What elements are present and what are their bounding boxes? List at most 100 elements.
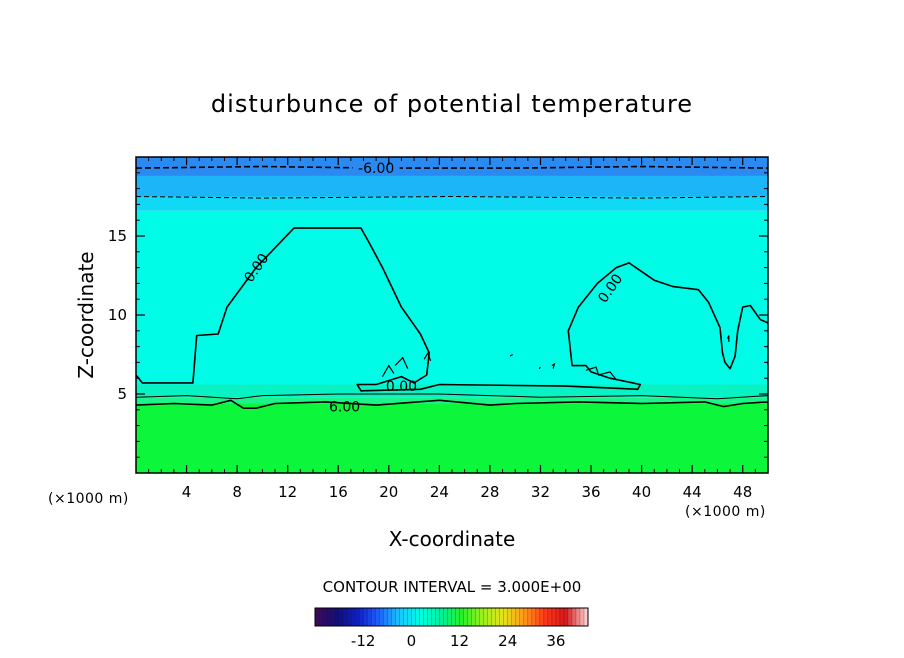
x-unit-label-right: (×1000 m) xyxy=(685,504,766,520)
colorbar-cell-24 xyxy=(411,608,416,626)
colorbar-tick-label-3: 24 xyxy=(498,632,517,650)
colorbar-cell-4 xyxy=(331,608,336,626)
colorbar-cell-26 xyxy=(419,608,424,626)
colorbar-cell-53 xyxy=(527,608,533,626)
y-tick-label-2: 15 xyxy=(108,227,127,245)
field-band-0 xyxy=(136,403,768,473)
colorbar-cell-14 xyxy=(371,608,376,626)
colorbar-cell-42 xyxy=(483,608,488,626)
x-tick-label-0: 4 xyxy=(182,483,192,501)
colorbar-cell-7 xyxy=(343,608,348,626)
contour-label-group-0: -6.00 xyxy=(352,159,400,177)
contour-line-3 xyxy=(136,165,768,169)
colorbar-cell-40 xyxy=(475,608,480,626)
colorbar-cell-11 xyxy=(359,608,364,626)
contour-cell-6 xyxy=(585,366,617,381)
colorbar-cell-38 xyxy=(467,608,472,626)
colorbar-cell-37 xyxy=(463,608,468,626)
colorbar-cell-25 xyxy=(415,608,420,626)
colorbar-cell-17 xyxy=(383,608,388,626)
colorbar-cell-22 xyxy=(403,608,408,626)
contour-cell-7 xyxy=(727,335,730,342)
colorbar-cell-51 xyxy=(519,608,525,626)
colorbar-cell-48 xyxy=(507,608,513,626)
colorbar-cell-9 xyxy=(351,608,356,626)
colorbar-cell-59 xyxy=(551,608,557,626)
colorbar-cell-62 xyxy=(563,608,569,626)
contour-label-3: 0.00 xyxy=(386,379,417,395)
colorbar-tick-labels: -12 0 12 24 36 xyxy=(351,632,566,650)
contour-cell-4 xyxy=(538,366,541,370)
colorbar-cell-5 xyxy=(335,608,340,626)
colorbar-cell-8 xyxy=(347,608,352,626)
x-tick-label-9: 40 xyxy=(632,483,651,501)
x-tick-label-4: 20 xyxy=(379,483,398,501)
colorbar-cell-49 xyxy=(511,608,517,626)
colorbar-cell-2 xyxy=(323,608,328,626)
colorbar-cell-63 xyxy=(567,608,573,626)
colorbar-cell-13 xyxy=(367,608,372,626)
colorbar-cell-28 xyxy=(427,608,432,626)
colorbar-cell-57 xyxy=(543,608,549,626)
colorbar-cell-6 xyxy=(339,608,344,626)
colorbar-cell-23 xyxy=(407,608,412,626)
colorbar-cell-67 xyxy=(583,608,589,626)
x-tick-label-11: 48 xyxy=(733,483,752,501)
contour-cell-0 xyxy=(394,356,409,369)
colorbar-cell-56 xyxy=(539,608,545,626)
chart-title: disturbunce of potential temperature xyxy=(211,90,693,118)
field-band-2 xyxy=(136,384,768,398)
x-axis-label: X-coordinate xyxy=(389,527,516,551)
x-tick-label-5: 24 xyxy=(430,483,449,501)
colorbar-cell-39 xyxy=(471,608,476,626)
colorbar-cell-54 xyxy=(531,608,537,626)
x-tick-label-6: 28 xyxy=(480,483,499,501)
field-band-1 xyxy=(136,397,768,404)
colorbar-cell-33 xyxy=(447,608,452,626)
colorbar-cell-32 xyxy=(443,608,448,626)
contour-interval-text: CONTOUR INTERVAL = 3.000E+00 xyxy=(323,578,582,596)
y-tick-label-1: 10 xyxy=(108,306,127,324)
x-tick-label-7: 32 xyxy=(531,483,550,501)
colorbar-cell-35 xyxy=(455,608,460,626)
contour-label-0: -6.00 xyxy=(358,161,394,177)
x-tick-label-10: 44 xyxy=(683,483,702,501)
colorbar-cell-0 xyxy=(315,608,320,626)
x-axis-ticks: 4 8 12 16 20 24 28 32 36 40 44 48 xyxy=(148,157,756,501)
colorbar-cell-16 xyxy=(379,608,384,626)
colorbar-cell-20 xyxy=(395,608,400,626)
contour-line-1 xyxy=(136,399,768,409)
colorbar xyxy=(314,607,589,627)
field-shading xyxy=(136,157,768,473)
colorbar-tick-label-0: -12 xyxy=(351,632,376,650)
colorbar-cell-18 xyxy=(387,608,392,626)
colorbar-cell-21 xyxy=(399,608,404,626)
colorbar-cell-60 xyxy=(555,608,561,626)
contour-label-1: 6.00 xyxy=(329,400,360,416)
colorbar-cell-30 xyxy=(435,608,440,626)
contour-line-2 xyxy=(136,393,768,400)
contour-label-group-1: 6.00 xyxy=(329,400,360,416)
colorbar-cell-61 xyxy=(559,608,565,626)
colorbar-cell-15 xyxy=(375,608,380,626)
colorbar-cell-47 xyxy=(503,608,509,626)
colorbar-cell-29 xyxy=(431,608,436,626)
colorbar-tick-label-1: 0 xyxy=(407,632,417,650)
colorbar-cell-36 xyxy=(459,608,464,626)
colorbar-cell-58 xyxy=(547,608,553,626)
colorbar-cell-27 xyxy=(423,608,428,626)
colorbar-cell-3 xyxy=(327,608,332,626)
contour-line-0 xyxy=(136,227,768,392)
contour-cell-2 xyxy=(423,351,432,361)
x-tick-label-2: 12 xyxy=(278,483,297,501)
colorbar-cell-65 xyxy=(575,608,581,626)
y-tick-label-0: 5 xyxy=(117,385,127,403)
contour-label-bg-0 xyxy=(352,159,400,176)
field-band-6 xyxy=(136,157,768,176)
y-axis-ticks: 5 10 15 xyxy=(108,172,768,458)
colorbar-cell-50 xyxy=(515,608,521,626)
contour-line-4 xyxy=(136,196,768,199)
colorbar-cell-31 xyxy=(439,608,444,626)
x-tick-label-3: 16 xyxy=(329,483,348,501)
